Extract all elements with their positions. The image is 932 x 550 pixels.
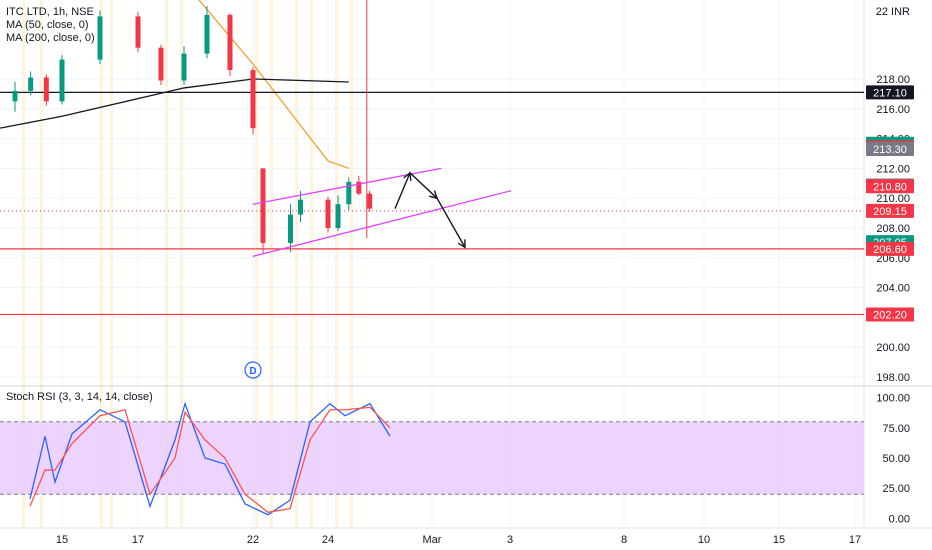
time-tick-label: 17 — [132, 534, 144, 546]
price-tick-label: 218.00 — [876, 74, 910, 86]
currency-label: 22 INR — [876, 6, 910, 18]
candle-body — [346, 181, 352, 205]
stoch-tick-label: 50.00 — [882, 453, 910, 465]
price-tick-label: 198.00 — [876, 372, 910, 384]
session-highlights — [22, 0, 353, 528]
price-label-text: 213.30 — [873, 144, 907, 156]
candle-body — [43, 77, 49, 102]
chart-legend: ITC LTD, 1h, NSE MA (50, close, 0) MA (2… — [6, 6, 95, 45]
candle-body — [250, 70, 256, 129]
candles — [12, 5, 373, 254]
legend-symbol: ITC LTD, 1h, NSE — [6, 6, 94, 18]
candle-body — [227, 14, 233, 71]
time-tick-label: 17 — [849, 534, 861, 546]
stoch-axis: 0.00 25.00 50.00 75.00 100.00 — [876, 393, 910, 526]
stoch-k-line — [29, 401, 391, 516]
session-highlight — [335, 0, 338, 528]
session-highlight — [350, 0, 353, 528]
time-tick-label: 15 — [773, 534, 785, 546]
price-label-text: 209.15 — [873, 206, 907, 218]
legend-ma50: MA (50, close, 0) — [6, 19, 89, 31]
session-highlight — [100, 0, 103, 528]
candle-body — [158, 47, 164, 81]
stoch-title: Stoch RSI (3, 3, 14, 14, close) — [6, 391, 153, 403]
price-tick-label: 212.00 — [876, 163, 910, 175]
price-tick-label: 208.00 — [876, 223, 910, 235]
dividend-marker — [244, 361, 262, 379]
session-highlight — [295, 0, 298, 528]
candle-body — [135, 16, 141, 48]
candle-body — [325, 199, 331, 229]
price-label-text: 202.20 — [873, 309, 907, 321]
stoch-band — [0, 421, 864, 495]
price-label-text: 206.60 — [873, 244, 907, 256]
price-tick-label: 204.00 — [876, 283, 910, 295]
projected-arrowhead — [429, 190, 439, 200]
time-tick-label: 22 — [247, 534, 259, 546]
candle-body — [28, 77, 34, 91]
candle-body — [288, 214, 293, 243]
candle-body — [97, 16, 103, 60]
candle-body — [335, 204, 341, 229]
time-axis: 15 17 22 24 Mar 3 8 10 15 17 — [56, 534, 861, 546]
session-highlight — [22, 0, 25, 528]
price-tick-label: 210.00 — [876, 193, 910, 205]
candle-body — [59, 59, 65, 102]
legend-ma200: MA (200, close, 0) — [6, 32, 95, 44]
candle-body — [367, 193, 373, 209]
candle-body — [298, 199, 303, 215]
projected-arrowhead — [403, 171, 412, 181]
price-tick-label: 216.00 — [876, 104, 910, 116]
time-tick-label: 10 — [698, 534, 710, 546]
ma50-line — [198, 0, 350, 170]
projected-path — [394, 171, 466, 248]
session-highlight — [255, 0, 258, 528]
candle-body — [12, 90, 18, 102]
session-highlight — [310, 0, 313, 528]
session-highlight — [40, 0, 43, 528]
time-tick-label: 3 — [507, 534, 513, 546]
time-tick-label: 24 — [322, 534, 334, 546]
price-tick-label: 200.00 — [876, 342, 910, 354]
price-label-box — [866, 203, 914, 218]
channel-lower-line — [252, 190, 512, 257]
stoch-d-line — [29, 406, 391, 513]
time-tick-label: 15 — [56, 534, 68, 546]
time-tick-label: Mar — [423, 534, 442, 546]
candle-body — [181, 53, 187, 81]
price-label-box — [866, 307, 914, 322]
stoch-tick-label: 25.00 — [882, 483, 910, 495]
price-label-box — [866, 241, 914, 256]
stoch-tick-label: 75.00 — [882, 423, 910, 435]
price-label-box — [866, 179, 914, 194]
candle-body — [356, 181, 362, 194]
price-label-text: 210.80 — [873, 181, 907, 193]
session-highlight — [165, 0, 168, 528]
ma200-line — [0, 78, 349, 129]
dividend-marker-label: D — [249, 366, 256, 377]
projected-arrowhead — [457, 239, 466, 249]
price-label-text: 217.10 — [873, 87, 907, 99]
time-tick-label: 8 — [621, 534, 627, 546]
session-highlight — [110, 0, 113, 528]
stoch-tick-label: 100.00 — [876, 393, 910, 405]
stoch-tick-label: 0.00 — [889, 513, 910, 525]
candle-body — [204, 14, 210, 54]
session-highlight — [180, 0, 183, 528]
candle-body — [260, 168, 266, 243]
price-label-box — [866, 85, 914, 100]
session-highlight — [270, 0, 273, 528]
price-label-box — [866, 142, 914, 157]
